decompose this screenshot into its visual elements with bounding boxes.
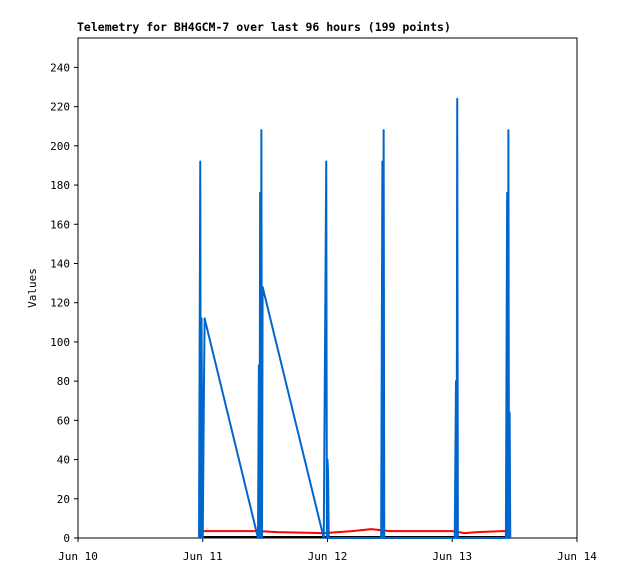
y-tick-label: 140 (50, 257, 70, 270)
y-tick-label: 120 (50, 297, 70, 310)
y-tick-label: 180 (50, 179, 70, 192)
y-tick-label: 20 (57, 493, 70, 506)
x-tick-label: Jun 13 (432, 550, 472, 563)
series-line (198, 97, 512, 539)
y-tick-label: 220 (50, 101, 70, 114)
y-tick-label: 60 (57, 414, 70, 427)
chart-title: Telemetry for BH4GCM-7 over last 96 hour… (77, 20, 451, 34)
y-axis-label: Values (26, 268, 39, 308)
x-tick-label: Jun 10 (58, 550, 98, 563)
y-tick-label: 160 (50, 218, 70, 231)
y-tick-label: 200 (50, 140, 70, 153)
x-tick-label: Jun 11 (183, 550, 223, 563)
x-tick-label: Jun 12 (308, 550, 348, 563)
y-tick-label: 0 (63, 532, 70, 545)
y-tick-label: 40 (57, 454, 70, 467)
y-tick-label: 100 (50, 336, 70, 349)
y-tick-label: 80 (57, 375, 70, 388)
y-tick-label: 240 (50, 61, 70, 74)
x-tick-label: Jun 14 (557, 550, 597, 563)
